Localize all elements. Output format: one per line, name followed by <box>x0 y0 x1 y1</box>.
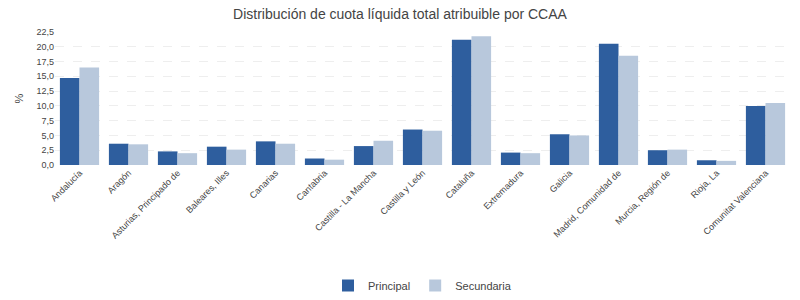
svg-text:Andalucía: Andalucía <box>49 168 84 203</box>
svg-text:Castilla y León: Castilla y León <box>378 168 427 217</box>
svg-text:Asturias, Principado de: Asturias, Principado de <box>110 168 183 241</box>
svg-text:Principal: Principal <box>368 280 410 292</box>
svg-text:Madrid, Comunidad de: Madrid, Comunidad de <box>552 168 623 239</box>
svg-text:17,5: 17,5 <box>36 57 54 67</box>
svg-text:7,5: 7,5 <box>41 116 54 126</box>
svg-text:15,0: 15,0 <box>36 71 54 81</box>
svg-text:Canarias: Canarias <box>248 168 281 201</box>
svg-text:Distribución de cuota líquida: Distribución de cuota líquida total atri… <box>233 6 568 22</box>
svg-text:Rioja, La: Rioja, La <box>689 168 721 200</box>
svg-text:Cantabria: Cantabria <box>294 168 329 203</box>
svg-text:Extremadura: Extremadura <box>482 168 526 212</box>
svg-text:Cataluña: Cataluña <box>444 168 477 201</box>
svg-text:22,5: 22,5 <box>36 27 54 37</box>
svg-text:%: % <box>13 93 25 103</box>
svg-text:10,0: 10,0 <box>36 101 54 111</box>
svg-text:Galicia: Galicia <box>548 168 575 195</box>
svg-text:Castilla - La Mancha: Castilla - La Mancha <box>313 168 378 233</box>
svg-text:Murcia, Región de: Murcia, Región de <box>613 168 672 227</box>
svg-text:5,0: 5,0 <box>41 131 54 141</box>
svg-text:2,5: 2,5 <box>41 145 54 155</box>
svg-text:12,5: 12,5 <box>36 86 54 96</box>
svg-text:Baleares, Illes: Baleares, Illes <box>184 168 231 215</box>
svg-text:Aragón: Aragón <box>105 168 133 196</box>
svg-text:Secundaria: Secundaria <box>455 280 512 292</box>
svg-text:0,0: 0,0 <box>41 160 54 170</box>
svg-text:20,0: 20,0 <box>36 42 54 52</box>
svg-text:Comunitat Valenciana: Comunitat Valenciana <box>701 168 770 237</box>
